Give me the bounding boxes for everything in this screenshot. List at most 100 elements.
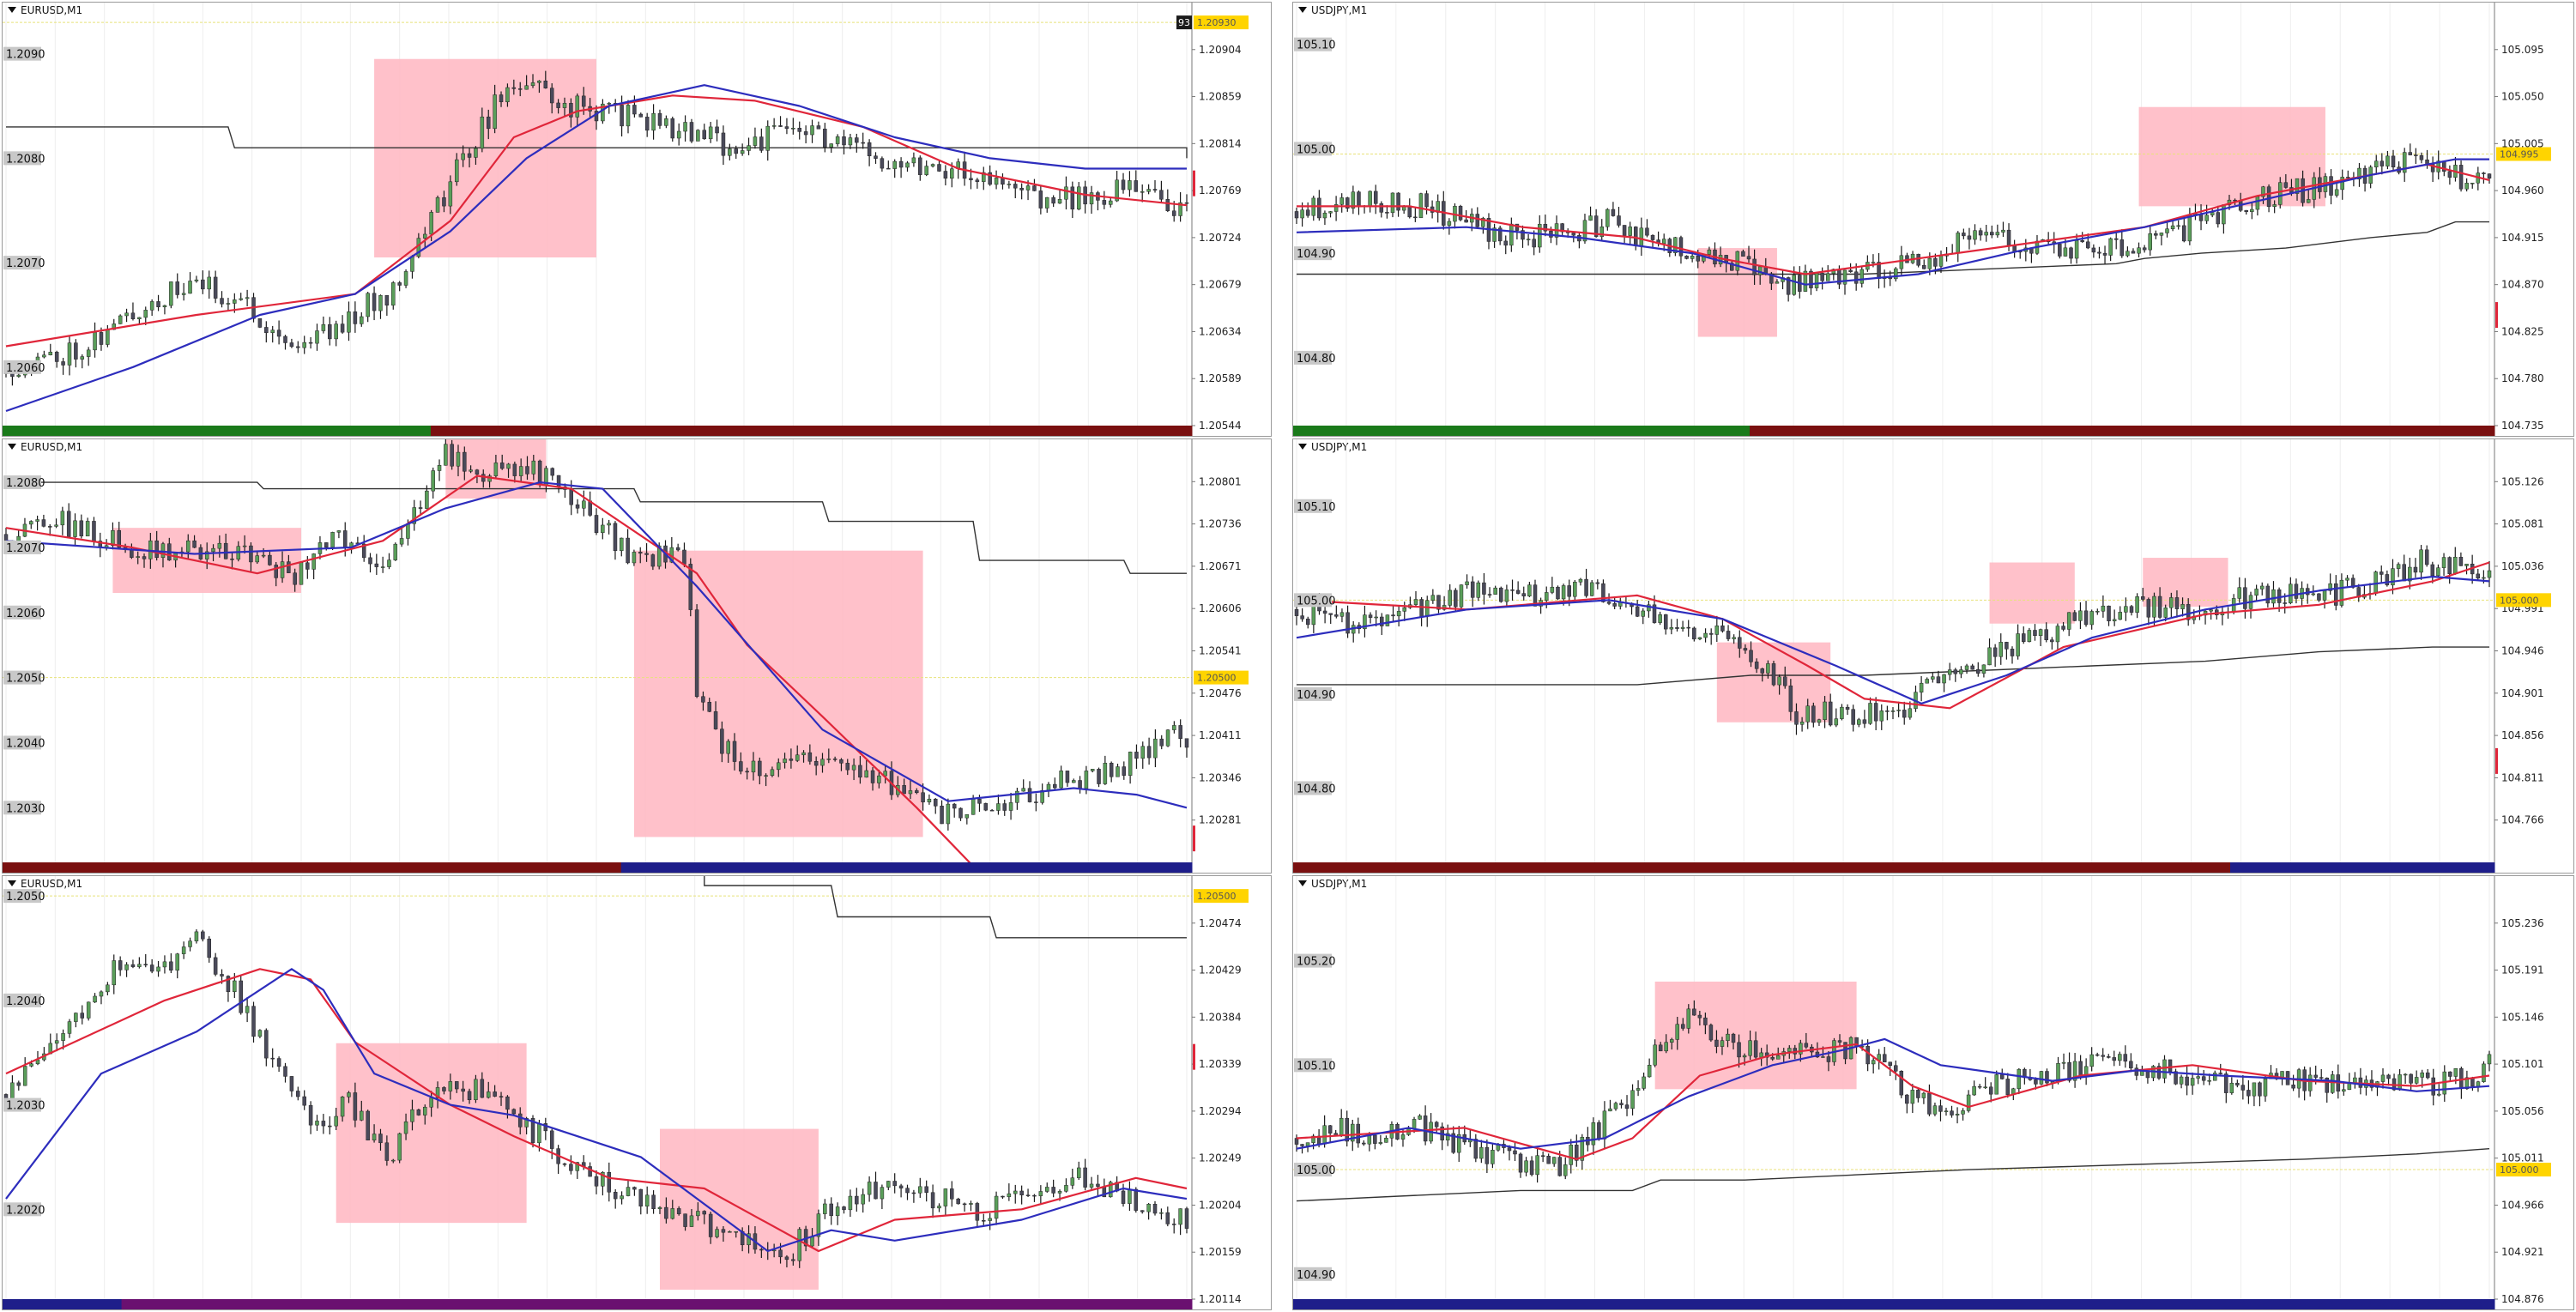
candle bbox=[1134, 1188, 1139, 1211]
session-strip bbox=[287, 426, 312, 436]
candle bbox=[378, 295, 383, 311]
price-axis-label: 104.901 bbox=[2501, 687, 2544, 699]
candle bbox=[1051, 196, 1055, 204]
candle bbox=[1317, 197, 1321, 219]
session-strip bbox=[620, 862, 645, 873]
candle bbox=[1064, 1185, 1068, 1192]
candle bbox=[2222, 204, 2226, 225]
collapse-triangle-icon[interactable] bbox=[1298, 444, 1307, 450]
candle bbox=[360, 316, 364, 324]
collapse-triangle-icon[interactable] bbox=[8, 444, 16, 450]
candle bbox=[22, 1066, 27, 1086]
candle bbox=[2447, 171, 2452, 178]
session-strip bbox=[1990, 1299, 2015, 1309]
candle bbox=[789, 759, 794, 761]
session-strip bbox=[1750, 426, 1775, 436]
candle bbox=[1430, 595, 1436, 601]
chart-panel-usdjpy-1[interactable]: USDJPY,M1 105.10 105.00 104.90 104.80 105.09… bbox=[1292, 2, 2574, 437]
chart-title: EURUSD,M1 bbox=[8, 441, 82, 453]
candle bbox=[372, 293, 377, 311]
candle bbox=[2097, 251, 2101, 254]
session-strip bbox=[2278, 862, 2303, 873]
collapse-triangle-icon[interactable] bbox=[8, 880, 16, 886]
candle bbox=[1944, 1110, 1949, 1112]
session-strip bbox=[2206, 426, 2231, 436]
candle bbox=[708, 126, 713, 140]
candle bbox=[2425, 1072, 2430, 1079]
session-strip bbox=[1702, 862, 1726, 873]
candle bbox=[1955, 1114, 1960, 1116]
candle bbox=[2414, 1077, 2419, 1084]
price-axis-label: 1.20281 bbox=[1199, 814, 1242, 826]
price-axis-label: 105.095 bbox=[2501, 44, 2544, 56]
candle bbox=[249, 545, 253, 563]
candle bbox=[2021, 633, 2026, 642]
candle bbox=[1916, 253, 1920, 266]
candle bbox=[638, 1188, 644, 1206]
candle bbox=[1942, 674, 1946, 684]
session-strip bbox=[882, 862, 907, 873]
chart-panel-eurusd-3[interactable]: EURUSD,M1 1.2050 1.2040 1.2030 1.2020 1.2047… bbox=[2, 875, 1272, 1310]
chart-panel-eurusd-2[interactable]: EURUSD,M1 1.2080 1.2070 1.2060 1.2050 1.2040… bbox=[2, 438, 1272, 874]
chart-panel-usdjpy-2[interactable]: USDJPY,M1 105.10 105.00 104.90 104.80 105.12… bbox=[1292, 438, 2574, 874]
candle bbox=[1853, 271, 1859, 284]
candle bbox=[1658, 1044, 1663, 1052]
candle bbox=[2345, 577, 2349, 581]
session-strip bbox=[2206, 862, 2231, 873]
session-strip bbox=[1073, 862, 1098, 873]
candle bbox=[2476, 573, 2481, 579]
candle bbox=[1641, 610, 1646, 617]
session-strip bbox=[2374, 862, 2399, 873]
candle bbox=[1686, 626, 1690, 629]
candle bbox=[1134, 752, 1139, 759]
candle bbox=[1057, 1191, 1062, 1194]
candle bbox=[175, 953, 179, 971]
candle bbox=[2129, 606, 2134, 613]
candle bbox=[2419, 155, 2424, 160]
candle bbox=[1837, 1040, 1842, 1043]
candle bbox=[1178, 1208, 1182, 1225]
candle bbox=[162, 961, 167, 968]
candle bbox=[829, 1203, 833, 1217]
candle bbox=[1608, 1108, 1612, 1112]
candle bbox=[1064, 186, 1068, 200]
candle bbox=[1612, 603, 1617, 607]
candle bbox=[1424, 193, 1429, 208]
candle bbox=[1589, 582, 1594, 596]
session-strip bbox=[1678, 1299, 1702, 1309]
session-strip bbox=[1822, 426, 1847, 436]
candle bbox=[403, 1122, 408, 1134]
candle bbox=[958, 807, 963, 819]
collapse-triangle-icon[interactable] bbox=[1298, 880, 1307, 886]
collapse-triangle-icon[interactable] bbox=[1298, 7, 1307, 13]
price-axis-label: 105.101 bbox=[2501, 1058, 2544, 1070]
candle bbox=[117, 529, 121, 548]
candle bbox=[1669, 627, 1674, 630]
candle bbox=[2078, 1061, 2083, 1077]
candle bbox=[299, 562, 304, 585]
candle bbox=[1899, 255, 1904, 269]
candle bbox=[2169, 597, 2174, 608]
candle bbox=[1675, 627, 1679, 629]
candle bbox=[1642, 1076, 1646, 1089]
candle bbox=[626, 1187, 631, 1196]
candle bbox=[1990, 232, 1994, 236]
session-strip bbox=[1630, 1299, 1654, 1309]
chart-panel-eurusd-1[interactable]: EURUSD,M1 1.2090 1.2080 1.2070 1.2060 1.2090… bbox=[2, 2, 1272, 437]
collapse-triangle-icon[interactable] bbox=[8, 7, 16, 13]
session-strip bbox=[1413, 426, 1438, 436]
session-strip bbox=[644, 1299, 669, 1309]
candle bbox=[511, 1109, 517, 1115]
candle bbox=[848, 1195, 853, 1211]
candle bbox=[1556, 586, 1560, 600]
session-strip bbox=[977, 1299, 1002, 1309]
candle bbox=[549, 88, 554, 104]
candle bbox=[1146, 746, 1152, 759]
candle bbox=[1333, 204, 1339, 212]
session-strip bbox=[1918, 1299, 1943, 1309]
candle bbox=[1487, 594, 1492, 596]
candle bbox=[2319, 1077, 2324, 1079]
chart-panel-usdjpy-3[interactable]: USDJPY,M1 105.20 105.10 105.00 104.90 105.23… bbox=[1292, 875, 2574, 1310]
candle bbox=[274, 565, 278, 578]
candle bbox=[524, 1118, 529, 1128]
